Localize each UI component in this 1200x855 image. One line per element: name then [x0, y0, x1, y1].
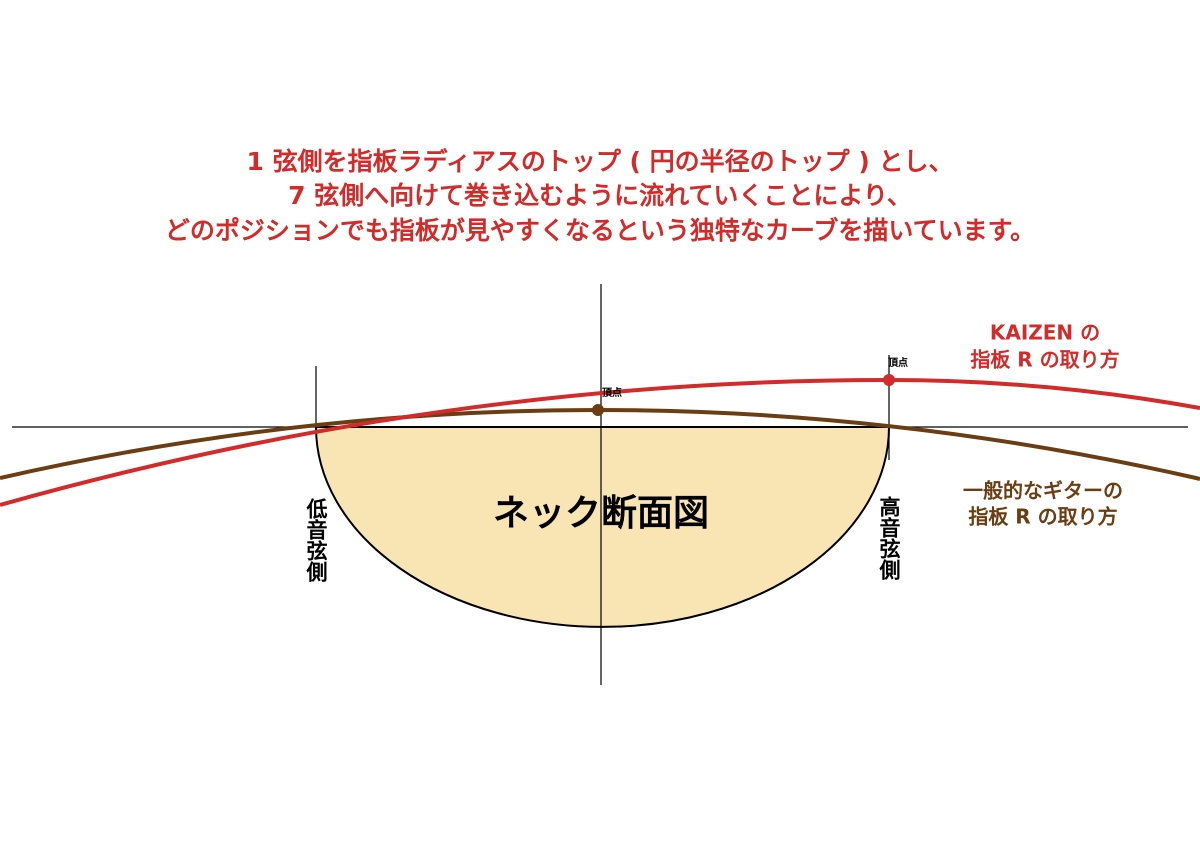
standard-label: 指板 R の取り方: [968, 505, 1117, 529]
apex-label: 頂点: [888, 356, 908, 369]
standard-apex: [592, 404, 604, 416]
kaizen-curve: [0, 377, 1200, 507]
apex-label: 頂点: [602, 386, 622, 399]
headline: どのポジションでも指板が見やすくなるという独特なカーブを描いています。: [165, 216, 1035, 245]
bass-side-label: 低音弦側: [304, 497, 329, 582]
headline: 7 弦側へ向けて巻き込むように流れていくことにより、: [288, 181, 912, 210]
neck-section: [314, 426, 891, 628]
kaizen-label: KAIZEN の: [990, 321, 1100, 345]
standard-label: 一般的なギターの: [963, 479, 1123, 503]
treble-side-label: 高音弦側: [877, 495, 902, 580]
kaizen-label: 指板 R の取り方: [970, 348, 1119, 372]
kaizen-apex: [883, 374, 895, 386]
standard-curve: [0, 408, 1200, 481]
headline: 1 弦側を指板ラディアスのトップ ( 円の半径のトップ ) とし、: [246, 147, 953, 176]
neck-label: ネック断面図: [493, 493, 709, 534]
